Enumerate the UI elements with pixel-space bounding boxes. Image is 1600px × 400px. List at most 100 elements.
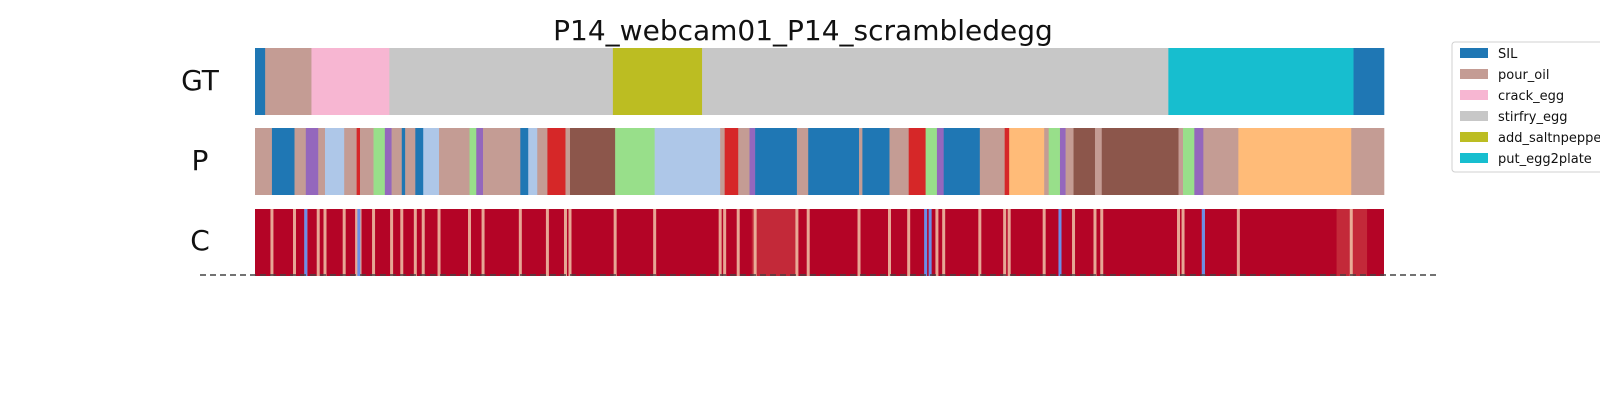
- c-confidence-dip-12: [421, 209, 425, 276]
- p-segment-27: [654, 128, 721, 195]
- p-segment-8: [360, 128, 374, 195]
- legend-label-2: crack_egg: [1498, 89, 1564, 104]
- p-segment-30: [738, 128, 750, 195]
- c-low-confidence-0: [304, 209, 308, 276]
- c-confidence-dip-41: [1177, 209, 1181, 276]
- p-segment-28: [720, 128, 725, 195]
- p-segment-2: [294, 128, 307, 195]
- c-confidence-dip-29: [888, 209, 891, 276]
- gt-segment-0: [255, 48, 266, 115]
- c-confidence-dip-19: [568, 209, 572, 276]
- c-low-confidence-1: [357, 209, 361, 276]
- p-segment-43: [988, 128, 1005, 195]
- c-confidence-dip-18: [563, 209, 567, 276]
- p-segment-19: [483, 128, 521, 195]
- row-label-gt: GT: [181, 64, 220, 97]
- p-segment-5: [325, 128, 345, 195]
- p-segment-4: [318, 128, 326, 195]
- c-confidence-dip-26: [795, 209, 799, 276]
- legend-swatch-4: [1460, 132, 1488, 142]
- c-confidence-dip-13: [437, 209, 441, 276]
- p-segment-6: [344, 128, 357, 195]
- p-segment-38: [908, 128, 926, 195]
- c-confidence-dip-15: [481, 209, 485, 276]
- c-confidence-dip-14: [468, 209, 472, 276]
- c-confidence-dip-24: [736, 209, 740, 276]
- p-segment-54: [1183, 128, 1195, 195]
- gt-row: [255, 48, 1385, 115]
- p-segment-26: [615, 128, 655, 195]
- p-segment-33: [796, 128, 809, 195]
- legend-swatch-2: [1460, 90, 1488, 100]
- c-confidence-dip-25: [753, 209, 757, 276]
- p-segment-50: [1073, 128, 1096, 195]
- legend-label-1: pour_oil: [1498, 68, 1549, 83]
- c-confidence-dip-3: [316, 209, 320, 276]
- c-confidence-dip-33: [978, 209, 982, 276]
- p-segment-10: [384, 128, 392, 195]
- c-confidence-dip-30: [907, 209, 911, 276]
- p-segment-13: [405, 128, 416, 195]
- p-row: [255, 128, 1385, 195]
- p-segment-45: [1009, 128, 1045, 195]
- p-segment-31: [749, 128, 756, 195]
- p-segment-15: [423, 128, 440, 195]
- c-row: [255, 209, 1384, 276]
- p-segment-57: [1238, 128, 1352, 195]
- c-confidence-dip-23: [723, 209, 727, 276]
- p-segment-24: [565, 128, 571, 195]
- c-confidence-dip-38: [1072, 209, 1076, 276]
- legend-swatch-3: [1460, 111, 1488, 121]
- gt-segment-5: [702, 48, 1169, 115]
- c-confidence-dip-17: [545, 209, 549, 276]
- gt-segment-7: [1353, 48, 1385, 115]
- c-confidence-dip-8: [372, 209, 376, 276]
- c-confidence-dip-22: [718, 209, 722, 276]
- p-segment-18: [476, 128, 484, 195]
- c-low-confidence-2: [924, 209, 928, 276]
- p-segment-39: [925, 128, 938, 195]
- row-label-c: C: [190, 224, 210, 257]
- p-segment-32: [755, 128, 798, 195]
- c-low-confidence-3: [928, 209, 932, 276]
- p-segment-44: [1004, 128, 1010, 195]
- c-base: [255, 209, 1384, 276]
- c-confidence-dip-39: [1093, 209, 1097, 276]
- p-segment-7: [356, 128, 361, 195]
- p-segment-58: [1351, 128, 1385, 195]
- legend-label-4: add_saltnpepper: [1498, 131, 1600, 146]
- c-confidence-dip-28: [857, 209, 861, 276]
- p-segment-20: [520, 128, 529, 195]
- c-confidence-dip-4: [323, 209, 327, 276]
- legend-swatch-1: [1460, 69, 1488, 79]
- legend: SIL pour_oil crack_egg stirfry_egg add_saltn…: [1451, 41, 1600, 173]
- legend-label-0: SIL: [1498, 47, 1518, 62]
- p-segment-47: [1048, 128, 1061, 195]
- c-confidence-dip-5: [342, 209, 346, 276]
- c-confidence-dip-21: [653, 209, 657, 276]
- p-segment-51: [1094, 128, 1103, 195]
- legend-label-5: put_egg2plate: [1498, 152, 1592, 167]
- p-segment-35: [859, 128, 863, 195]
- p-segment-29: [724, 128, 739, 195]
- p-segment-53: [1178, 128, 1184, 195]
- p-segment-42: [979, 128, 990, 195]
- p-segment-0: [255, 128, 273, 195]
- c-confidence-dip-45: [1349, 209, 1353, 276]
- c-light-band-0: [751, 209, 797, 276]
- legend-frame: [1451, 41, 1600, 173]
- gt-segment-3: [389, 48, 614, 115]
- p-segment-52: [1101, 128, 1179, 195]
- gt-segment-2: [311, 48, 390, 115]
- c-confidence-dip-16: [518, 209, 522, 276]
- p-segment-56: [1203, 128, 1239, 195]
- legend-swatch-0: [1460, 48, 1488, 58]
- c-low-confidence-4: [1058, 209, 1062, 276]
- p-segment-17: [469, 128, 477, 195]
- c-confidence-dip-0: [270, 209, 274, 276]
- p-segment-48: [1059, 128, 1066, 195]
- legend-label-3: stirfry_egg: [1498, 110, 1567, 125]
- p-segment-11: [391, 128, 403, 195]
- p-segment-46: [1044, 128, 1049, 195]
- c-confidence-dip-27: [806, 209, 810, 276]
